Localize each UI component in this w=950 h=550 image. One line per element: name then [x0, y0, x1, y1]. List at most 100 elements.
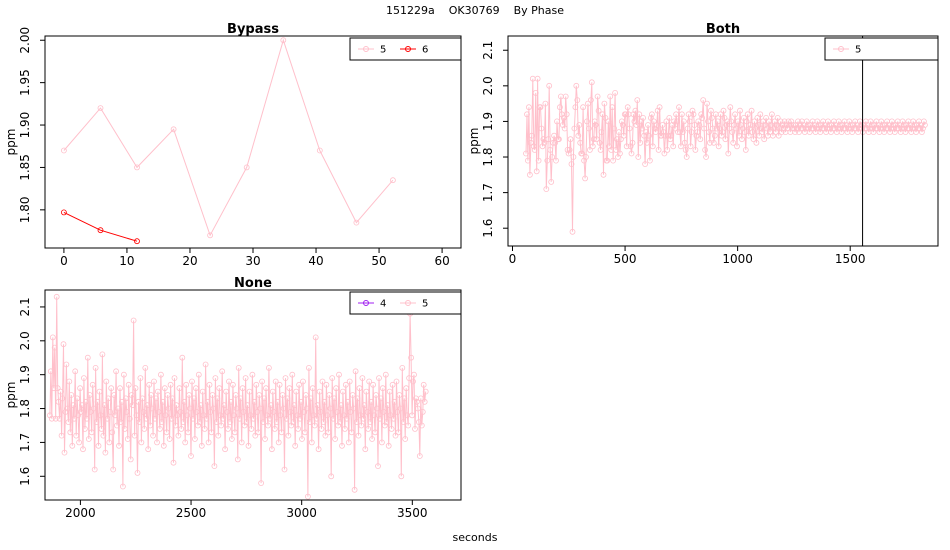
legend-label: 5 — [380, 45, 386, 56]
data-point — [48, 415, 55, 422]
data-point — [662, 132, 669, 139]
data-point — [64, 405, 71, 412]
data-point — [723, 122, 730, 128]
data-point — [764, 125, 770, 132]
data-point — [235, 364, 242, 371]
data-point — [609, 104, 616, 111]
data-point — [709, 125, 716, 132]
data-point — [376, 415, 383, 422]
data-point — [276, 381, 283, 388]
data-point — [356, 385, 363, 392]
data-point — [684, 125, 691, 132]
data-point — [570, 154, 577, 160]
data-point — [241, 422, 248, 429]
data-point — [79, 402, 85, 409]
data-point — [304, 493, 311, 500]
data-point — [257, 405, 264, 412]
data-point — [49, 334, 56, 341]
data-point — [176, 385, 183, 392]
data-point — [220, 415, 227, 422]
data-point — [53, 293, 60, 300]
data-point — [748, 107, 755, 114]
data-point — [246, 388, 253, 395]
data-point — [173, 402, 180, 409]
data-point — [201, 425, 208, 432]
data-point — [54, 385, 61, 392]
data-point — [814, 118, 821, 125]
data-point — [618, 118, 625, 125]
data-point — [614, 136, 620, 143]
data-point — [761, 136, 768, 143]
data-point — [307, 395, 314, 402]
plot-frame — [44, 35, 462, 249]
data-point — [534, 75, 541, 82]
data-point — [921, 118, 927, 125]
x-tick-label: 500 — [614, 252, 637, 266]
data-point — [539, 143, 546, 150]
data-point — [867, 118, 874, 125]
legend: 5 — [824, 37, 939, 61]
data-point — [734, 143, 740, 150]
data-point — [744, 111, 751, 118]
data-point — [271, 425, 278, 432]
data-point — [263, 385, 269, 392]
plot-area — [61, 37, 396, 245]
data-point — [163, 429, 170, 436]
data-point — [55, 398, 62, 405]
data-point — [281, 466, 288, 473]
data-point — [919, 129, 925, 136]
data-point — [301, 408, 307, 415]
data-point — [182, 439, 189, 446]
data-point — [826, 122, 832, 128]
panel-both: Both 0 500 1000 1500 1.6 1.7 1.8 1.9 2.0 2.1 ppm 5 — [467, 22, 939, 266]
data-point — [340, 412, 347, 419]
data-point — [77, 385, 83, 392]
data-point — [910, 118, 917, 125]
data-point — [376, 375, 382, 382]
data-point — [282, 375, 289, 382]
data-point — [256, 392, 263, 398]
data-point — [179, 354, 186, 361]
data-point — [802, 125, 809, 132]
data-point — [106, 439, 113, 446]
data-point — [636, 111, 643, 118]
data-point — [653, 122, 660, 128]
panel-bypass: Bypass 0 10 20 30 40 50 60 1.80 1.85 1.90 1.95 2.00 p… — [4, 22, 462, 268]
data-point — [624, 104, 631, 111]
data-point — [332, 436, 339, 442]
data-point — [150, 432, 157, 439]
data-point — [652, 129, 659, 136]
x-tick-label: 3000 — [286, 506, 317, 520]
data-point — [590, 136, 597, 143]
data-point — [626, 125, 633, 132]
data-point — [97, 412, 104, 419]
legend-swatch-point — [405, 300, 411, 306]
data-point — [285, 432, 292, 439]
data-point — [170, 126, 177, 133]
data-point — [379, 385, 386, 392]
data-point — [209, 392, 216, 398]
x-tick-label: 2500 — [176, 506, 207, 520]
data-point — [755, 122, 762, 128]
data-point — [832, 122, 839, 128]
data-point — [161, 385, 168, 392]
data-point — [694, 129, 701, 136]
data-point — [335, 422, 342, 429]
data-point — [120, 483, 126, 490]
data-point — [567, 136, 574, 143]
data-point — [350, 405, 357, 412]
data-point — [71, 415, 78, 422]
data-point — [639, 125, 646, 132]
data-point — [139, 395, 146, 402]
data-point — [420, 381, 427, 388]
data-point — [363, 388, 370, 395]
data-point — [168, 415, 175, 422]
data-point — [900, 122, 907, 128]
legend-box — [824, 37, 939, 61]
series-line-5 — [525, 78, 926, 232]
data-point — [316, 388, 323, 395]
data-point — [645, 122, 651, 128]
data-point — [595, 107, 602, 114]
legend-label: 4 — [380, 299, 386, 310]
data-point — [387, 412, 394, 419]
